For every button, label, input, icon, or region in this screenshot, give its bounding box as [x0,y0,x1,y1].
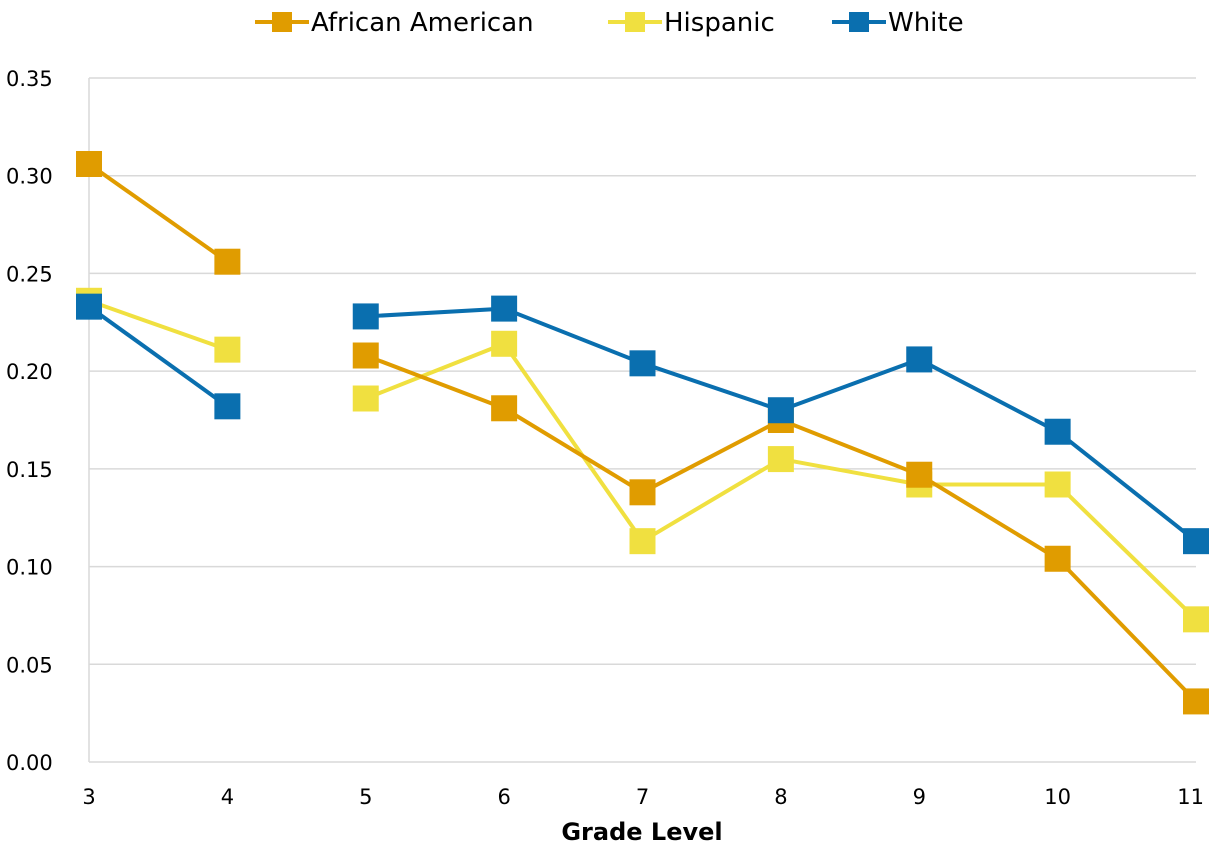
series-line-segment [503,406,644,495]
legend-item: White [832,8,964,38]
data-point [767,397,794,424]
series-line-segment [780,457,920,487]
series-hispanic [76,287,1209,633]
data-point [1044,418,1071,445]
x-tick-label: 4 [221,785,234,809]
y-tick-label: 0.00 [6,751,53,775]
series-white [76,293,1209,555]
legend-label: Hispanic [664,8,775,38]
x-axis-title: Grade Level [561,818,722,846]
legend-marker [849,12,869,32]
data-point [352,303,379,330]
x-tick-label: 6 [497,785,510,809]
data-point [1183,606,1209,633]
data-point [629,528,656,555]
y-tick-label: 0.05 [6,653,53,677]
legend-marker [625,12,645,32]
series-line-segment [1056,430,1198,543]
series-line-segment [780,418,920,477]
data-point [76,293,102,320]
x-tick-label: 9 [913,785,926,809]
data-point [906,461,933,488]
data-point [629,350,656,377]
y-tick-label: 0.15 [6,458,53,482]
series-line-segment [918,473,1059,561]
legend-label: African American [311,8,534,38]
series-line-segment [365,341,505,401]
data-point [352,385,379,412]
data-point [629,479,656,506]
data-point [1183,688,1209,715]
legend-marker [272,12,292,32]
x-tick-label: 7 [636,785,649,809]
data-point [767,446,794,473]
legend-item: Hispanic [608,8,775,38]
data-point [1044,471,1071,498]
y-tick-label: 0.20 [6,360,53,384]
data-point [491,395,518,422]
series-line-segment [503,306,644,366]
series-line-segment [87,305,229,408]
x-tick-label: 8 [774,785,787,809]
series-line-segment [780,357,920,413]
y-tick-label: 0.10 [6,556,53,580]
series-line-segment [1056,483,1198,621]
series-line-segment [641,361,782,413]
x-tick-label: 5 [359,785,372,809]
data-point [214,336,241,363]
series-line-segment [1056,557,1198,703]
series-line-segment [641,418,782,495]
x-tick-label: 3 [82,785,95,809]
data-point [352,342,379,369]
y-axis-ticks: 0.00 0.05 0.10 0.15 0.20 0.25 0.30 0.35 [6,67,53,775]
series-line-segment [365,306,505,319]
x-tick-label: 11 [1177,785,1204,809]
legend-label: White [888,8,964,38]
data-point [491,330,518,357]
data-point [491,295,518,322]
data-point [906,346,933,373]
data-point [1183,528,1209,555]
series-line-segment [641,457,782,543]
gridlines [88,77,1196,763]
data-point [1044,545,1071,572]
legend: African American Hispanic White [255,8,964,38]
x-axis-ticks: 3 4 5 6 7 8 9 10 11 [82,785,1204,809]
legend-item: African American [255,8,534,38]
series-line-segment [88,298,229,352]
y-tick-label: 0.35 [6,67,53,91]
y-tick-label: 0.30 [6,165,53,189]
series-line-segment [502,342,645,543]
series-line-segment [365,353,505,411]
y-tick-label: 0.25 [6,262,53,286]
data-point [76,150,102,177]
series-african-american [76,150,1209,715]
data-point [214,248,241,275]
data-point [214,393,241,420]
x-tick-label: 10 [1044,785,1071,809]
series-line-segment [87,162,229,264]
series-line-segment [918,357,1059,434]
series-group [76,150,1209,715]
